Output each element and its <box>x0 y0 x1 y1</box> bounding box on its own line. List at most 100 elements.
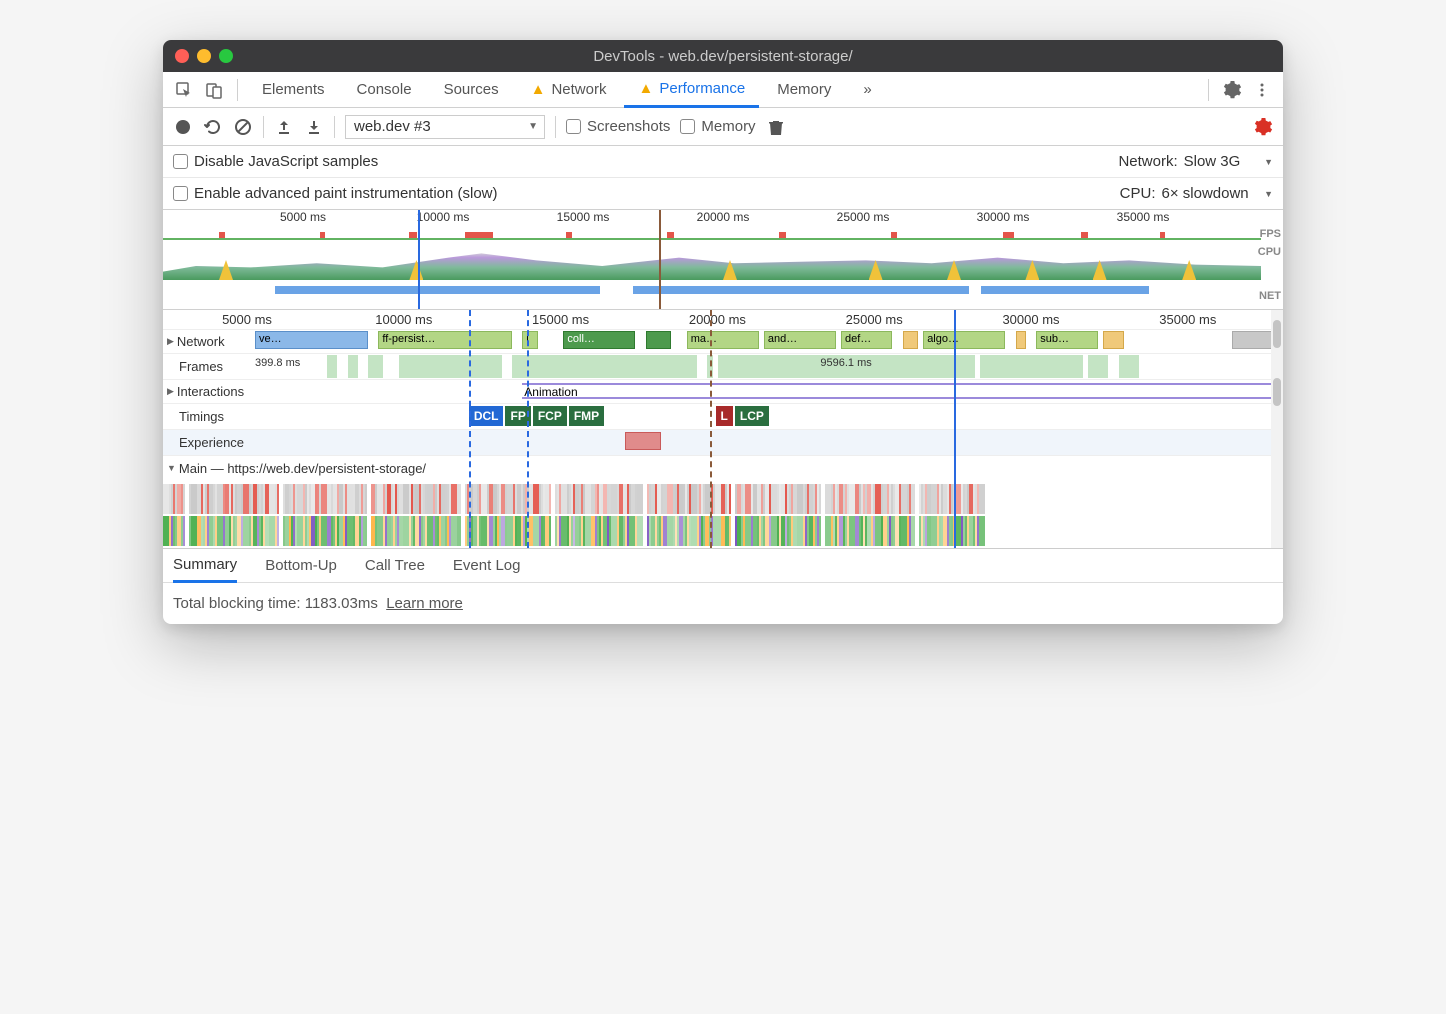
tab-performance[interactable]: ▲Performance <box>624 72 759 108</box>
cpu-chart <box>163 244 1283 280</box>
network-request[interactable] <box>903 331 918 349</box>
details-tabs: Summary Bottom-Up Call Tree Event Log <box>163 548 1283 582</box>
trash-button[interactable] <box>766 117 786 137</box>
settings-icon[interactable] <box>1219 77 1245 103</box>
network-request[interactable]: ff-persist… <box>378 331 512 349</box>
network-request[interactable] <box>1016 331 1026 349</box>
network-label: Network: <box>1118 153 1177 170</box>
close-window-button[interactable] <box>175 49 189 63</box>
tab-event-log[interactable]: Event Log <box>453 549 521 583</box>
tab-call-tree[interactable]: Call Tree <box>365 549 425 583</box>
network-track[interactable]: ▶Network ve…ff-persist…lcoll…ma…and…def…… <box>163 330 1283 354</box>
interactions-track[interactable]: ▶Interactions Animation <box>163 380 1283 404</box>
network-request[interactable]: coll… <box>563 331 635 349</box>
timings-track[interactable]: Timings DCLFPFCPFMPLLCP <box>163 404 1283 430</box>
warning-icon: ▲ <box>531 81 546 98</box>
network-request[interactable]: sub… <box>1036 331 1098 349</box>
record-button[interactable] <box>173 117 193 137</box>
options-row-1: Disable JavaScript samples Network: Slow… <box>163 146 1283 178</box>
details-ruler: 5000 ms10000 ms15000 ms20000 ms25000 ms3… <box>163 310 1283 330</box>
cpu-throttle-select[interactable]: 6× slowdown <box>1162 185 1273 202</box>
flamechart-pane[interactable]: 5000 ms10000 ms15000 ms20000 ms25000 ms3… <box>163 310 1283 548</box>
window-title: DevTools - web.dev/persistent-storage/ <box>593 48 852 65</box>
fps-label: FPS <box>1260 228 1281 240</box>
network-request[interactable]: l <box>522 331 537 349</box>
tbt-label: Total blocking time: <box>173 595 305 612</box>
frame[interactable] <box>980 355 1083 378</box>
net-label: NET <box>1259 290 1281 302</box>
devtools-window: DevTools - web.dev/persistent-storage/ E… <box>163 40 1283 624</box>
timing-badge[interactable]: L <box>716 406 733 426</box>
network-request[interactable]: def… <box>841 331 892 349</box>
tab-summary[interactable]: Summary <box>173 549 237 583</box>
timing-badge[interactable]: LCP <box>735 406 769 426</box>
learn-more-link[interactable]: Learn more <box>386 595 463 612</box>
main-flamechart[interactable] <box>163 480 1283 548</box>
timing-badge[interactable]: FMP <box>569 406 604 426</box>
scrollbar[interactable] <box>1271 310 1283 548</box>
kebab-menu-icon[interactable] <box>1249 77 1275 103</box>
capture-select[interactable]: web.dev #3 <box>345 115 545 139</box>
traffic-lights <box>175 49 233 63</box>
current-time-line[interactable] <box>954 310 956 548</box>
network-request[interactable]: algo… <box>923 331 1005 349</box>
tbt-value: 1183.03ms <box>305 595 378 612</box>
summary-pane: Total blocking time: 1183.03ms Learn mor… <box>163 582 1283 624</box>
overview-pane[interactable]: 5000 ms10000 ms15000 ms20000 ms25000 ms3… <box>163 210 1283 310</box>
capture-settings-icon[interactable] <box>1253 117 1273 137</box>
collapse-icon[interactable]: ▼ <box>167 463 176 473</box>
load-line <box>710 310 712 548</box>
upload-button[interactable] <box>274 117 294 137</box>
network-request[interactable] <box>646 331 672 349</box>
tab-network[interactable]: ▲Network <box>517 72 621 108</box>
frames-track[interactable]: Frames 399.8 ms 9596.1 ms <box>163 354 1283 380</box>
frame[interactable] <box>1088 355 1109 378</box>
fps-line <box>163 238 1261 240</box>
network-request[interactable]: ve… <box>255 331 368 349</box>
options-row-2: Enable advanced paint instrumentation (s… <box>163 178 1283 210</box>
network-request[interactable] <box>1103 331 1124 349</box>
clear-button[interactable] <box>233 117 253 137</box>
marker-line <box>527 310 529 548</box>
tab-bottom-up[interactable]: Bottom-Up <box>265 549 337 583</box>
layout-shift-marker[interactable] <box>625 432 661 450</box>
overview-ruler: 5000 ms10000 ms15000 ms20000 ms25000 ms3… <box>163 210 1283 228</box>
tab-console[interactable]: Console <box>343 72 426 108</box>
frame[interactable] <box>512 355 697 378</box>
network-request[interactable]: and… <box>764 331 836 349</box>
tab-elements[interactable]: Elements <box>248 72 339 108</box>
selection-marker[interactable] <box>418 210 420 309</box>
main-track-header[interactable]: ▼Main — https://web.dev/persistent-stora… <box>163 456 1283 480</box>
expand-icon[interactable]: ▶ <box>167 336 174 347</box>
network-throttle-select[interactable]: Slow 3G <box>1184 153 1273 170</box>
disable-js-checkbox[interactable]: Disable JavaScript samples <box>173 153 378 170</box>
reload-button[interactable] <box>203 117 223 137</box>
timing-badge[interactable]: DCL <box>469 406 504 426</box>
cpu-label: CPU: <box>1120 185 1156 202</box>
tab-more[interactable]: » <box>849 72 885 108</box>
warning-icon: ▲ <box>638 80 653 97</box>
titlebar: DevTools - web.dev/persistent-storage/ <box>163 40 1283 72</box>
inspect-icon[interactable] <box>171 77 197 103</box>
paint-instr-checkbox[interactable]: Enable advanced paint instrumentation (s… <box>173 185 498 202</box>
load-marker <box>659 210 661 309</box>
screenshots-checkbox[interactable]: Screenshots <box>566 118 670 135</box>
zoom-window-button[interactable] <box>219 49 233 63</box>
download-button[interactable] <box>304 117 324 137</box>
performance-toolbar: web.dev #3 Screenshots Memory <box>163 108 1283 146</box>
network-request[interactable]: ma… <box>687 331 759 349</box>
frame[interactable]: 9596.1 ms <box>718 355 975 378</box>
frame-time-1: 399.8 ms <box>255 357 300 369</box>
timing-badge[interactable]: FCP <box>533 406 567 426</box>
minimize-window-button[interactable] <box>197 49 211 63</box>
tab-memory[interactable]: Memory <box>763 72 845 108</box>
memory-checkbox[interactable]: Memory <box>680 118 755 135</box>
tab-sources[interactable]: Sources <box>430 72 513 108</box>
animation-interaction[interactable]: Animation <box>522 383 1283 399</box>
device-toggle-icon[interactable] <box>201 77 227 103</box>
frame[interactable] <box>399 355 502 378</box>
frame[interactable] <box>1119 355 1140 378</box>
experience-track[interactable]: Experience <box>163 430 1283 456</box>
expand-icon[interactable]: ▶ <box>167 386 174 397</box>
panel-tabbar: Elements Console Sources ▲Network ▲Perfo… <box>163 72 1283 108</box>
